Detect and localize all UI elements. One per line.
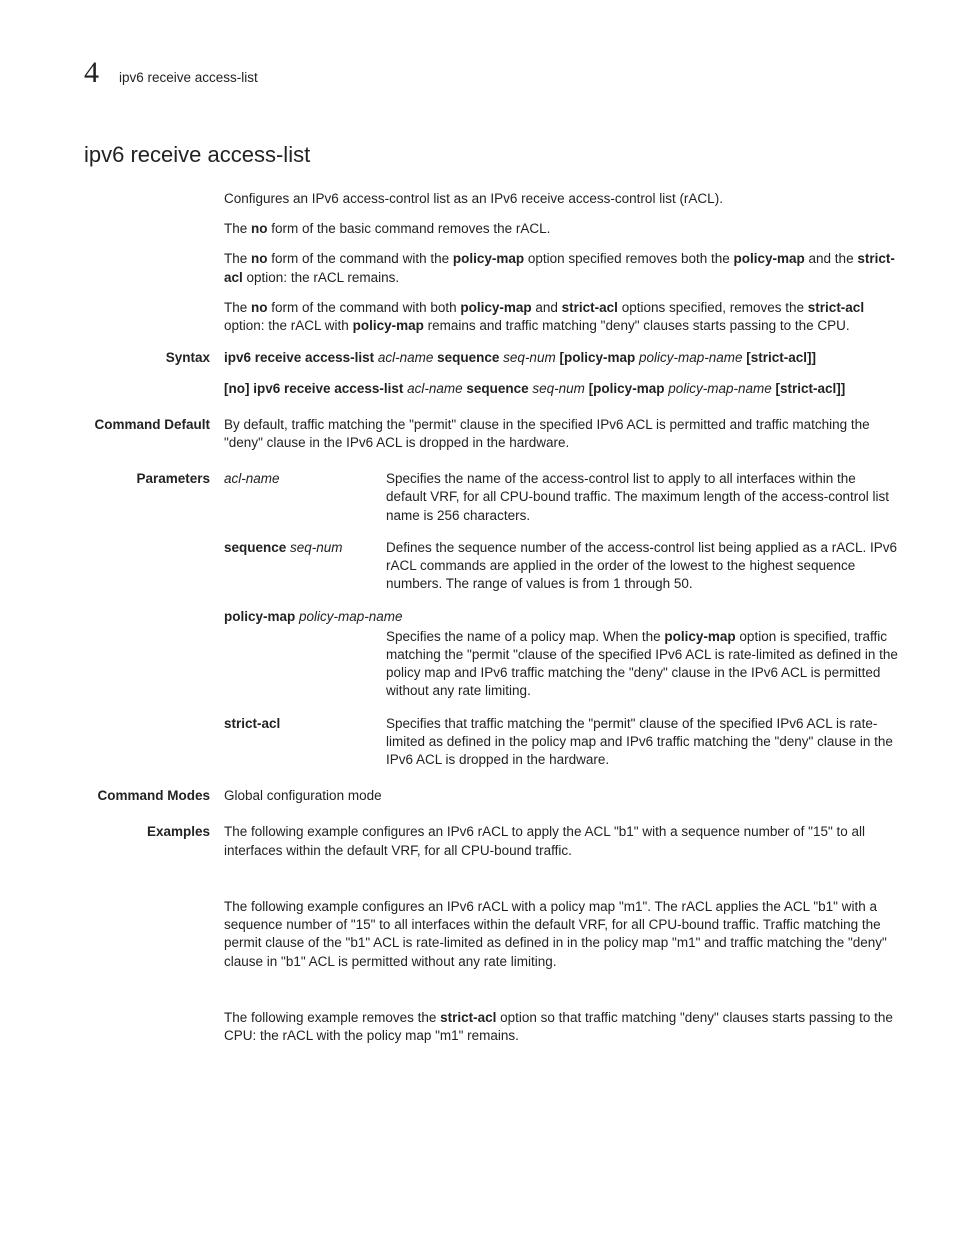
modes-text: Global configuration mode	[224, 787, 900, 805]
modes-body: Global configuration mode	[224, 787, 900, 805]
modes-label: Command Modes	[84, 787, 224, 805]
example-3: The following example removes the strict…	[224, 1009, 900, 1045]
parameters-label: Parameters	[84, 470, 224, 769]
syntax-line-1: ipv6 receive access-list acl-name sequen…	[224, 349, 900, 367]
syntax-section: Syntax ipv6 receive access-list acl-name…	[224, 349, 900, 397]
examples-section: Examples The following example configure…	[224, 823, 900, 1045]
page-title: ipv6 receive access-list	[84, 142, 900, 168]
intro-p3: The no form of the command with the poli…	[224, 250, 900, 286]
param-desc: Specifies that traffic matching the "per…	[386, 715, 900, 770]
syntax-line-2: [no] ipv6 receive access-list acl-name s…	[224, 380, 900, 398]
examples-body: The following example configures an IPv6…	[224, 823, 900, 1045]
param-desc: Specifies the name of a policy map. When…	[386, 628, 900, 701]
page-header: 4 ipv6 receive access-list	[84, 56, 900, 90]
example-1: The following example configures an IPv6…	[224, 823, 900, 859]
syntax-body: ipv6 receive access-list acl-name sequen…	[224, 349, 900, 397]
param-key: policy-map policy-map-name	[224, 608, 900, 626]
chapter-number: 4	[84, 56, 99, 90]
intro-p1: Configures an IPv6 access-control list a…	[224, 190, 900, 208]
intro-p2: The no form of the basic command removes…	[224, 220, 900, 238]
param-acl-name: acl-name Specifies the name of the acces…	[224, 470, 900, 525]
examples-label: Examples	[84, 823, 224, 1045]
param-key: strict-acl	[224, 715, 386, 733]
modes-section: Command Modes Global configuration mode	[224, 787, 900, 805]
param-strict-acl: strict-acl Specifies that traffic matchi…	[224, 715, 900, 770]
default-label: Command Default	[84, 416, 224, 452]
example-2: The following example configures an IPv6…	[224, 898, 900, 971]
intro-p4: The no form of the command with both pol…	[224, 299, 900, 335]
param-sequence: sequence seq-num Defines the sequence nu…	[224, 539, 900, 594]
page: 4 ipv6 receive access-list ipv6 receive …	[0, 0, 954, 1235]
running-head: ipv6 receive access-list	[119, 70, 258, 85]
intro-block: Configures an IPv6 access-control list a…	[224, 190, 900, 335]
param-desc: Specifies the name of the access-control…	[386, 470, 900, 525]
param-policy-map: policy-map policy-map-name Specifies the…	[224, 608, 900, 701]
content: Configures an IPv6 access-control list a…	[224, 190, 900, 1045]
parameters-section: Parameters acl-name Specifies the name o…	[224, 470, 900, 769]
parameters-body: acl-name Specifies the name of the acces…	[224, 470, 900, 769]
default-section: Command Default By default, traffic matc…	[224, 416, 900, 452]
default-text: By default, traffic matching the "permit…	[224, 416, 900, 452]
param-desc: Defines the sequence number of the acces…	[386, 539, 900, 594]
default-body: By default, traffic matching the "permit…	[224, 416, 900, 452]
param-key: sequence seq-num	[224, 539, 386, 557]
syntax-label: Syntax	[84, 349, 224, 397]
param-key: acl-name	[224, 470, 386, 488]
